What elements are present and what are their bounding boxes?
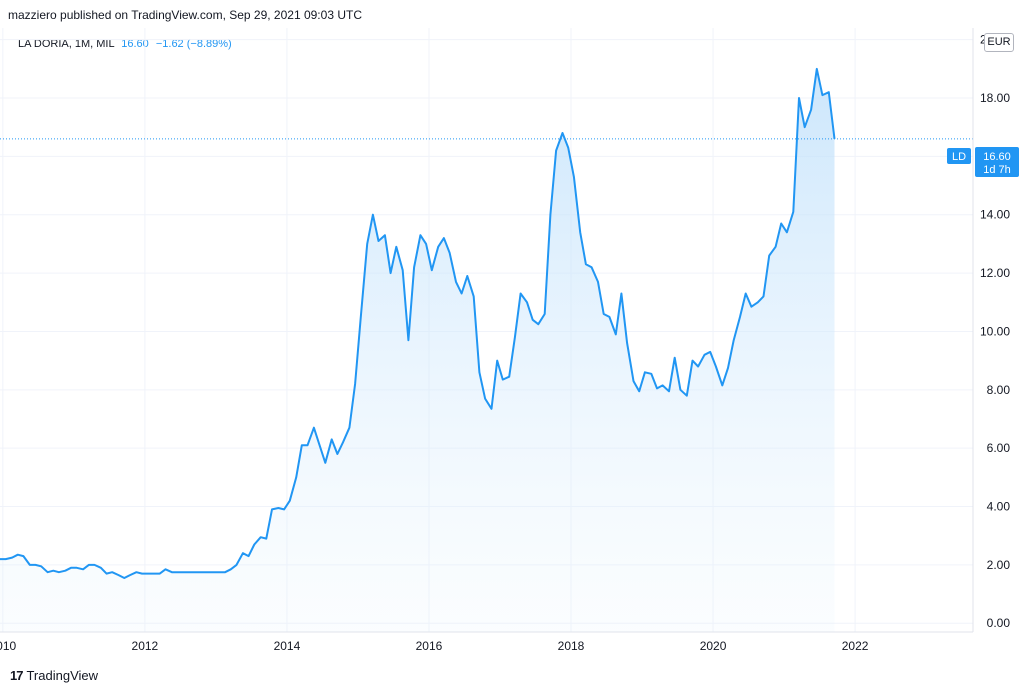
chart-legend: LA DORIA, 1M, MIL 16.60 −1.62 (−8.89%) [18,38,232,50]
y-tick-label: 8.00 [987,383,1011,397]
tradingview-logo-text: TradingView [26,668,99,683]
price-tag-bg [975,147,1019,177]
currency-button[interactable]: EUR [984,33,1014,52]
legend-change: −1.62 (−8.89%) [155,38,232,50]
x-tick-label: 2014 [274,639,301,653]
y-tick-label: 6.00 [987,441,1011,455]
y-tick-label: 4.00 [987,500,1011,514]
price-tag-value: 16.60 [983,151,1011,163]
x-tick-label: 2018 [558,639,585,653]
time-axis: 2010 2012 2014 2016 2018 2020 2022 [0,639,869,653]
y-tick-label: 2.00 [987,558,1011,572]
last-price-tag: LD 16.60 1d 7h [947,147,1019,177]
ticker-tag-bg [947,148,971,164]
legend-symbol: LA DORIA, 1M, MIL [18,38,115,50]
y-tick-label: 0.00 [987,616,1011,630]
price-tag-countdown: 1d 7h [983,164,1011,176]
y-tick-label: 14.00 [980,208,1010,222]
price-area-fill [0,68,835,632]
price-axis: 0.002.004.006.008.0010.0012.0014.0016.00… [980,33,1010,631]
x-tick-label: 2020 [700,639,727,653]
price-line [0,67,836,579]
x-tick-label: 2022 [842,639,869,653]
tradingview-logo[interactable]: 17 TradingView [10,668,98,683]
y-tick-label: 10.00 [980,324,1010,338]
legend-last-value: 16.60 [121,38,149,50]
y-tick-label: 12.00 [980,266,1010,280]
y-tick-label: 18.00 [980,91,1010,105]
publisher-line: mazziero published on TradingView.com, S… [8,8,362,22]
x-tick-label: 2016 [416,639,443,653]
x-tick-label: 2010 [0,639,17,653]
x-tick-label: 2012 [132,639,159,653]
ticker-tag-label: LD [952,151,966,163]
tradingview-logo-icon: 17 [10,668,24,683]
